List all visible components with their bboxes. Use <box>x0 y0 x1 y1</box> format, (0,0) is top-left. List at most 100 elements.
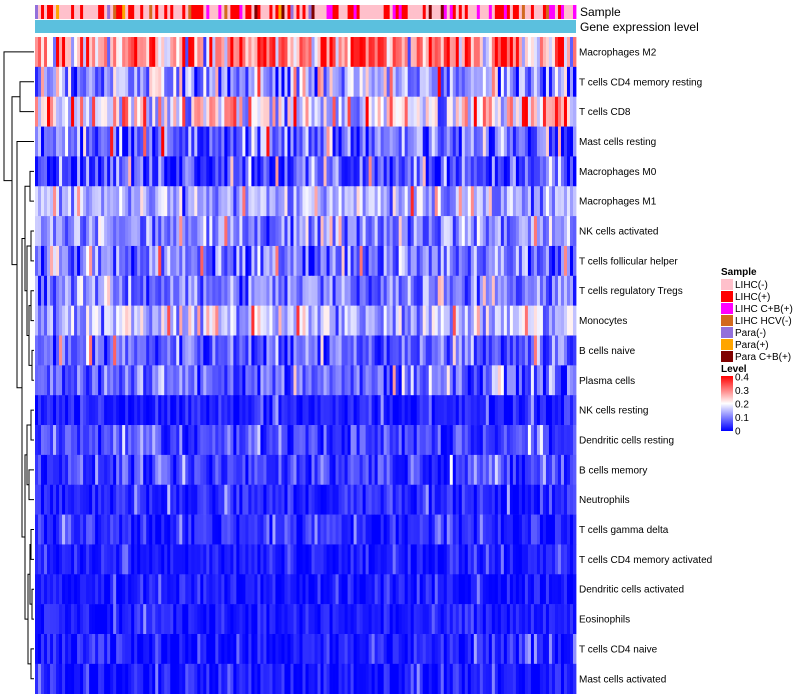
heatmap-cell <box>263 186 267 217</box>
heatmap-cell <box>332 156 336 187</box>
heatmap-cell <box>203 186 207 217</box>
level-colorbar <box>721 376 733 431</box>
heatmap-cell <box>89 37 93 68</box>
heatmap-cell <box>215 216 219 247</box>
heatmap-cell <box>338 37 342 68</box>
heatmap-cell <box>116 454 120 486</box>
heatmap-cell <box>329 66 333 97</box>
heatmap-cell <box>368 245 373 277</box>
heatmap-cell <box>260 156 264 187</box>
heatmap-cell <box>359 454 364 486</box>
heatmap-cell <box>461 66 466 97</box>
heatmap-cell <box>35 186 39 217</box>
heatmap-cell <box>158 604 162 635</box>
heatmap-cell <box>98 514 102 545</box>
heatmap-cell <box>71 634 75 665</box>
heatmap-cell <box>233 484 237 515</box>
heatmap-cell <box>515 66 520 97</box>
sample-cell <box>542 5 547 19</box>
heatmap-cell <box>320 275 324 306</box>
heatmap-cell <box>299 365 303 396</box>
heatmap-cell <box>149 634 153 665</box>
heatmap-cell <box>374 275 379 306</box>
heatmap-cell <box>191 663 195 694</box>
heatmap-cell <box>371 216 376 247</box>
heatmap-cell <box>143 634 147 665</box>
heatmap-cell <box>467 245 472 277</box>
heatmap-cell <box>563 514 568 545</box>
heatmap-cell <box>164 156 168 187</box>
heatmap-cell <box>443 156 448 187</box>
heatmap-cell <box>395 634 400 665</box>
heatmap-cell <box>209 335 213 366</box>
heatmap-cell <box>251 126 255 157</box>
heatmap-cell <box>302 425 306 456</box>
heatmap-cell <box>101 96 105 127</box>
heatmap-cell <box>464 425 469 456</box>
heatmap-cell <box>65 126 69 157</box>
heatmap-cell <box>236 305 240 336</box>
heatmap-cell <box>65 454 69 486</box>
heatmap-cell <box>335 454 339 486</box>
sample-cell <box>536 5 541 19</box>
heatmap-cell <box>398 305 403 336</box>
heatmap-cell <box>569 37 574 68</box>
heatmap-cell <box>182 186 186 217</box>
heatmap-cell <box>338 544 342 575</box>
heatmap-cell <box>299 544 303 575</box>
heatmap-cell <box>302 335 306 366</box>
heatmap-cell <box>371 275 376 306</box>
heatmap-cell <box>185 126 189 157</box>
heatmap-cell <box>161 216 165 247</box>
heatmap-cell <box>221 484 225 515</box>
heatmap-cell <box>488 574 493 605</box>
heatmap-cell <box>401 604 406 635</box>
heatmap-cell <box>377 126 382 157</box>
heatmap-cell <box>188 365 192 396</box>
heatmap-cell <box>329 634 333 665</box>
heatmap-cell <box>329 335 333 366</box>
heatmap-cell <box>326 96 330 127</box>
heatmap-cell <box>110 514 114 545</box>
heatmap-cell <box>290 604 294 635</box>
heatmap-cell <box>41 454 45 486</box>
heatmap-cell <box>89 484 93 515</box>
heatmap-cell <box>98 604 102 635</box>
heatmap-cell <box>65 305 69 336</box>
heatmap-cell <box>71 66 75 97</box>
sample-cell <box>353 5 357 19</box>
sample-cell <box>50 5 54 19</box>
heatmap-cell <box>554 484 559 515</box>
heatmap-cell <box>488 66 493 97</box>
heatmap-cell <box>101 454 105 486</box>
heatmap-cell <box>503 663 508 694</box>
heatmap-cell <box>254 275 258 306</box>
heatmap-cell <box>461 186 466 217</box>
heatmap-cell <box>122 245 126 277</box>
level-legend-tick: 0 <box>735 427 741 438</box>
heatmap-cell <box>125 156 129 187</box>
heatmap-cell <box>113 275 117 306</box>
heatmap-cell <box>557 604 562 635</box>
heatmap-cell <box>386 634 391 665</box>
heatmap-cell <box>35 514 39 545</box>
heatmap-row <box>35 484 577 515</box>
heatmap-cell <box>365 216 370 247</box>
heatmap-cell <box>491 663 496 694</box>
heatmap-cell <box>41 275 45 306</box>
heatmap-cell <box>170 186 174 217</box>
heatmap-cell <box>404 634 409 665</box>
heatmap-cell <box>398 395 403 426</box>
heatmap-cell <box>554 395 559 426</box>
heatmap-cell <box>383 275 388 306</box>
heatmap-cell <box>446 544 451 575</box>
heatmap-cell <box>188 425 192 456</box>
heatmap-cell <box>467 544 472 575</box>
heatmap-cell <box>527 634 532 665</box>
heatmap-cell <box>395 484 400 515</box>
heatmap-cell <box>503 604 508 635</box>
heatmap-cell <box>221 305 225 336</box>
heatmap-cell <box>104 126 108 157</box>
heatmap-cell <box>458 425 463 456</box>
heatmap-cell <box>440 335 445 366</box>
